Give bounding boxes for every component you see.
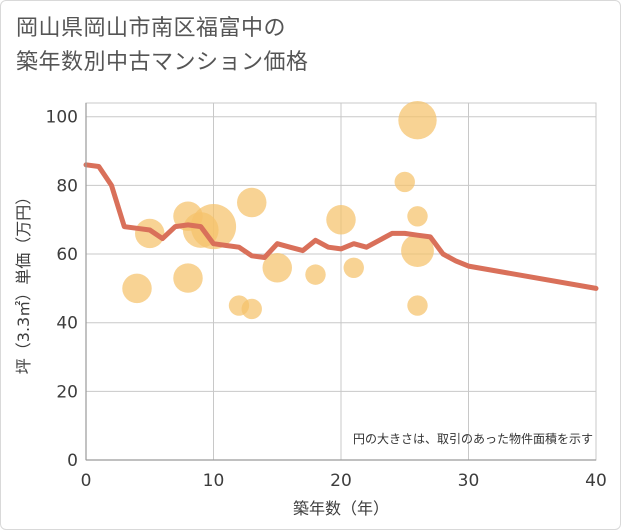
data-point xyxy=(398,100,437,140)
tick-layer: 0 20 40 60 80 100 0 10 20 30 40 xyxy=(46,108,607,491)
x-tick-label: 40 xyxy=(585,471,607,491)
data-point xyxy=(343,257,364,278)
grid-layer xyxy=(85,102,597,461)
x-tick-label: 0 xyxy=(81,471,92,491)
data-point xyxy=(237,187,267,218)
y-tick-label: 80 xyxy=(56,176,78,196)
y-tick-label: 100 xyxy=(46,108,78,128)
y-tick-label: 20 xyxy=(56,382,78,402)
x-tick-label: 10 xyxy=(203,471,225,491)
x-tick-label: 20 xyxy=(330,471,352,491)
axis-layer xyxy=(85,103,596,461)
y-tick-label: 0 xyxy=(67,451,78,471)
data-point xyxy=(241,298,262,320)
x-axis-label: 築年数（年） xyxy=(293,499,389,518)
data-point xyxy=(407,206,428,227)
y-tick-label: 40 xyxy=(56,314,78,334)
data-point xyxy=(394,171,415,193)
data-point xyxy=(135,218,165,249)
line-layer xyxy=(83,162,599,291)
data-point xyxy=(305,264,326,285)
data-point xyxy=(173,263,203,293)
trend-line xyxy=(83,162,599,291)
bubble-size-note: 円の大きさは、取引のあった物件面積を示す xyxy=(353,431,593,446)
chart-title: 岡山県岡山市南区福富中の 築年数別中古マンション価格 xyxy=(16,12,576,80)
chart-title-line-1: 岡山県岡山市南区福富中の xyxy=(16,16,287,41)
y-axis-label: 坪（3.3㎡）単価（万円） xyxy=(14,189,33,374)
y-tick-label: 60 xyxy=(56,245,78,265)
data-point xyxy=(122,273,152,304)
data-point xyxy=(326,204,356,235)
data-point xyxy=(262,253,292,283)
data-point xyxy=(407,295,428,316)
data-point xyxy=(401,234,434,268)
x-tick-label: 30 xyxy=(458,471,480,491)
data-point xyxy=(190,203,237,250)
chart-title-line-2: 築年数別中古マンション価格 xyxy=(16,50,309,75)
